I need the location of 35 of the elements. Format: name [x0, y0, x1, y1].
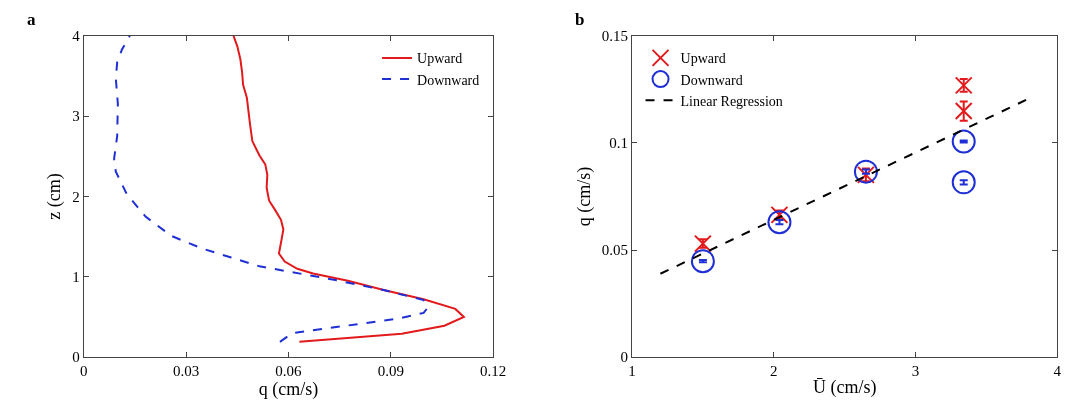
y-tick-label: 2: [72, 188, 80, 205]
point: [690, 249, 715, 274]
y-tick-label: 3: [72, 108, 80, 125]
x-axis-title: Ū (cm/s): [812, 377, 877, 399]
point: [853, 159, 878, 184]
y-tick-label: 0.1: [609, 135, 629, 152]
point: [693, 234, 712, 253]
y-tick-label: 4: [72, 28, 81, 45]
y-axis-title: z (cm): [44, 173, 66, 220]
y-tick-label: 1: [72, 269, 80, 286]
legend-label: Downward: [417, 72, 480, 88]
y-tick-label: 0: [620, 349, 629, 366]
x-tick-label: 0.06: [275, 363, 303, 380]
legend-label: Downward: [680, 72, 743, 88]
legend-label: Upward: [680, 51, 726, 67]
y-tick-label: 0: [72, 349, 80, 366]
legend-label: Linear Regression: [680, 93, 783, 109]
x-tick-label: 0.09: [377, 363, 404, 380]
y-axis-title: q (cm/s): [573, 166, 595, 227]
text: a: [27, 10, 36, 29]
point: [954, 76, 973, 95]
x-tick-label: 3: [911, 363, 920, 380]
y-tick-label: 0.15: [601, 28, 629, 45]
point: [951, 129, 976, 154]
point: [951, 170, 976, 195]
x-tick-label: 2: [770, 363, 778, 380]
y-tick-label: 0.05: [601, 242, 629, 259]
legend-label: Upward: [417, 51, 463, 67]
x-tick-label: 4: [1053, 363, 1062, 380]
point: [767, 210, 792, 235]
x-tick-label: 0.03: [172, 363, 200, 380]
text: b: [575, 10, 585, 29]
x-tick-label: 0.12: [480, 363, 507, 380]
point: [954, 102, 973, 121]
x-axis-title: q (cm/s): [258, 379, 319, 401]
